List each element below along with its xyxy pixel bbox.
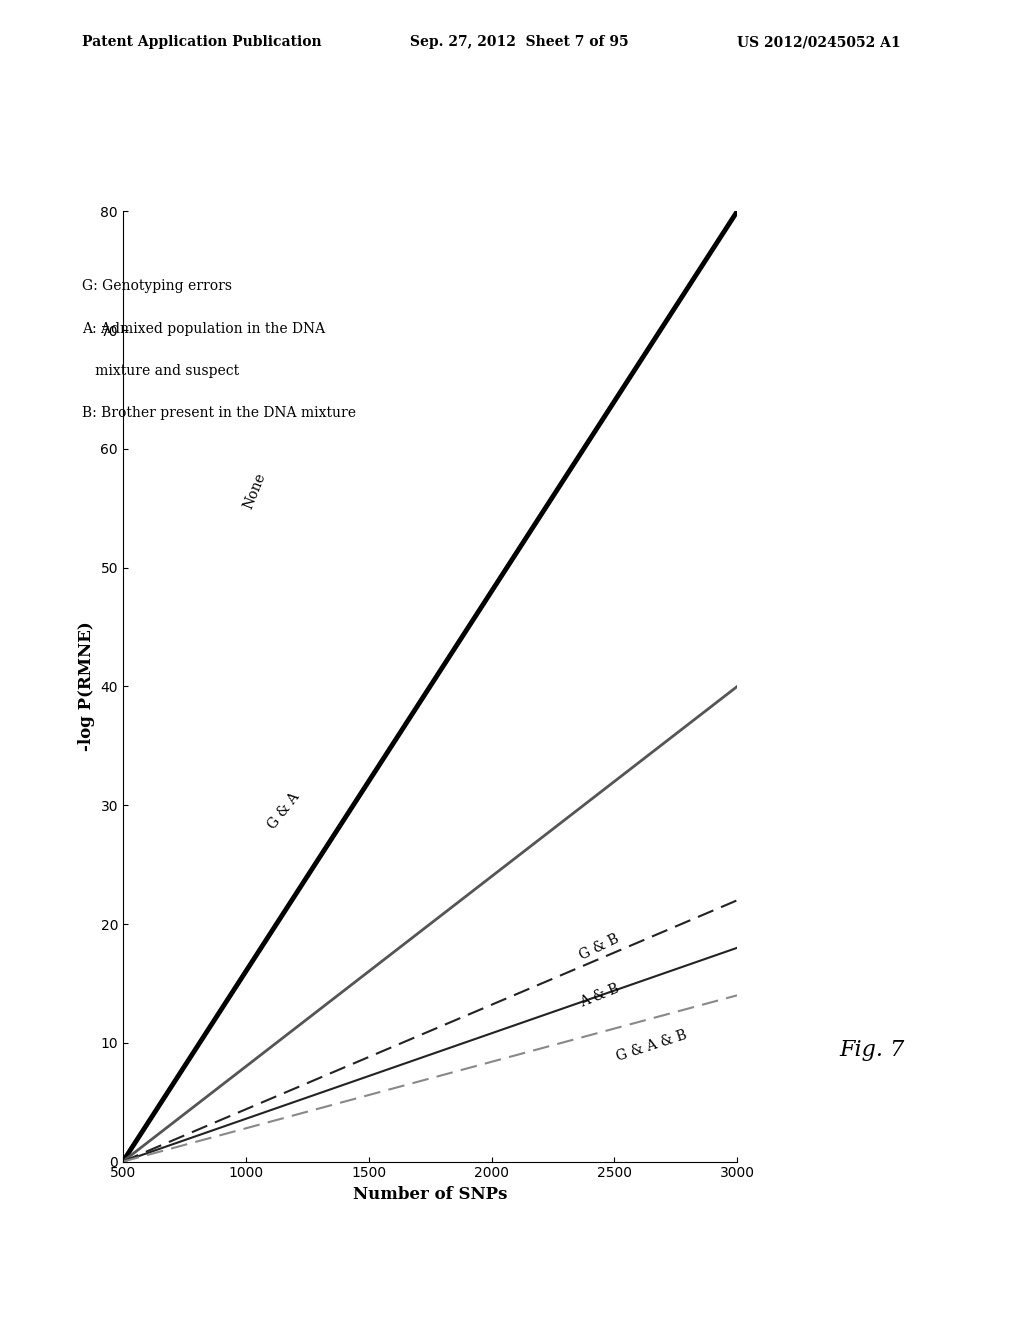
Text: mixture and suspect: mixture and suspect [82,364,239,378]
Text: None: None [241,471,268,511]
X-axis label: Number of SNPs: Number of SNPs [353,1185,507,1203]
Y-axis label: -log P(RMNE): -log P(RMNE) [78,622,95,751]
Text: US 2012/0245052 A1: US 2012/0245052 A1 [737,36,901,49]
Text: Fig. 7: Fig. 7 [840,1039,905,1061]
Text: Patent Application Publication: Patent Application Publication [82,36,322,49]
Text: A: Admixed population in the DNA: A: Admixed population in the DNA [82,322,325,335]
Text: B: Brother present in the DNA mixture: B: Brother present in the DNA mixture [82,407,356,420]
Text: G: Genotyping errors: G: Genotyping errors [82,280,231,293]
Text: Sep. 27, 2012  Sheet 7 of 95: Sep. 27, 2012 Sheet 7 of 95 [410,36,629,49]
Text: G & B: G & B [578,932,622,962]
Text: G & A: G & A [265,791,302,832]
Text: A & B: A & B [578,982,621,1010]
Text: G & A & B: G & A & B [614,1027,688,1064]
